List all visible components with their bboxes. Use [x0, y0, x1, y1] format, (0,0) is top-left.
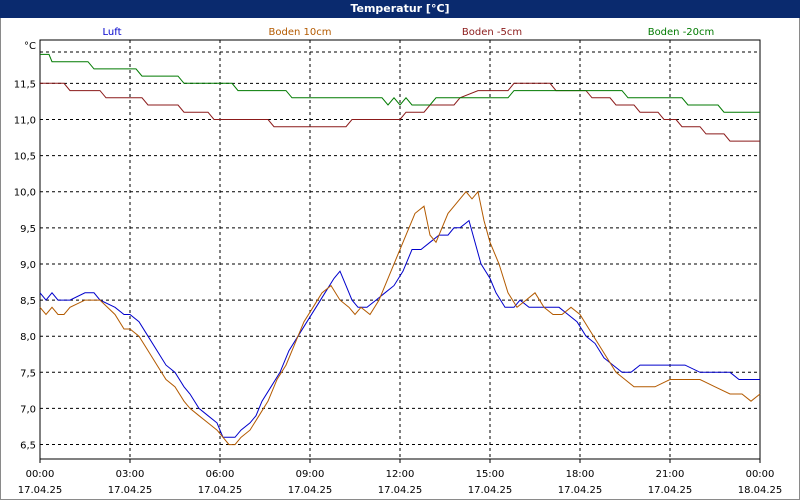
y-axis-label: °C — [24, 41, 36, 52]
x-tick-date-label: 17.04.25 — [648, 485, 693, 496]
x-tick-time-label: 21:00 — [656, 469, 685, 480]
x-tick-time-label: 06:00 — [206, 469, 235, 480]
x-tick-date-label: 17.04.25 — [468, 485, 513, 496]
series-line-2 — [40, 82, 760, 142]
series-line-1 — [39, 190, 761, 446]
series-layer — [39, 53, 761, 446]
x-tick-date-label: 17.04.25 — [198, 485, 243, 496]
legend-entry-0: Luft — [103, 27, 122, 38]
x-tick-time-label: 12:00 — [386, 469, 415, 480]
tick-labels: 11,5 11,0 10,5 10,0 9,5 9,0 8,5 8,0 7,5 7,0 6,5 00:… — [14, 79, 783, 496]
x-tick-date-label: 17.04.25 — [108, 485, 153, 496]
legend-entry-1: Boden 10cm — [269, 27, 332, 38]
y-tick-label: 11,5 — [14, 79, 36, 90]
x-tick-time-label: 00:00 — [746, 469, 775, 480]
x-tick-date-label: 17.04.25 — [288, 485, 333, 496]
y-tick-label: 8,5 — [20, 296, 36, 307]
y-tick-label: 11,0 — [14, 115, 36, 126]
grid — [40, 40, 760, 459]
chart-title-bar: Temperatur [°C] — [0, 0, 800, 18]
y-tick-label: 7,5 — [20, 368, 36, 379]
x-tick-time-label: 03:00 — [116, 469, 145, 480]
x-tick-date-label: 18.04.25 — [738, 485, 783, 496]
x-tick-date-label: 17.04.25 — [18, 485, 63, 496]
y-tick-label: 10,5 — [14, 152, 36, 163]
y-tick-label: 10,0 — [14, 188, 36, 199]
x-tick-time-label: 15:00 — [476, 469, 505, 480]
y-tick-label: 7,0 — [20, 404, 36, 415]
x-tick-time-label: 00:00 — [26, 469, 55, 480]
y-tick-label: 8,0 — [20, 332, 36, 343]
series-line-0 — [39, 219, 760, 438]
y-tick-label: 6,5 — [20, 441, 36, 452]
legend: Luft Boden 10cm Boden -5cm Boden -20cm — [103, 27, 715, 38]
y-tick-label: 9,5 — [20, 224, 36, 235]
x-tick-date-label: 17.04.25 — [558, 485, 603, 496]
x-tick-time-label: 18:00 — [566, 469, 595, 480]
legend-entry-3: Boden -20cm — [648, 27, 715, 38]
legend-entry-2: Boden -5cm — [462, 27, 522, 38]
series-line-3 — [40, 53, 760, 113]
chart-title: Temperatur [°C] — [350, 2, 450, 15]
x-tick-time-label: 09:00 — [296, 469, 325, 480]
y-tick-label: 9,0 — [20, 260, 36, 271]
x-tick-date-label: 17.04.25 — [378, 485, 423, 496]
